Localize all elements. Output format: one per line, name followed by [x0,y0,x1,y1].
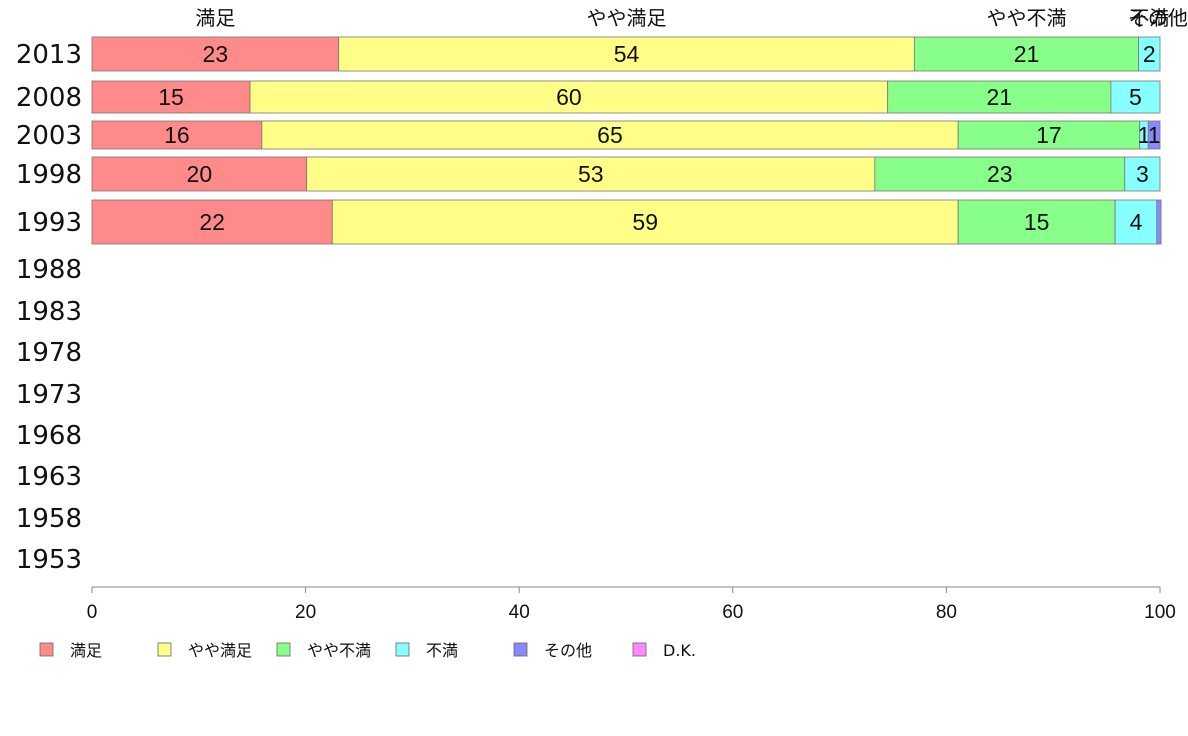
bar-value-label: 59 [632,209,658,235]
legend-label: やや不満 [307,641,371,660]
legend-label: 不満 [426,641,458,660]
bar-value-label: 1 [1138,122,1151,148]
bar-segment [957,120,1141,150]
year-label-2008: 2008 [16,83,82,113]
year-label-2003: 2003 [16,121,82,151]
bar-segment [1114,199,1158,245]
bar-segment [338,36,915,72]
bar-segment [91,156,308,192]
column-label: その他 [1128,6,1188,30]
bar-value-label: 16 [164,122,190,148]
legend-swatch [395,642,410,657]
year-label-1973: 1973 [16,380,82,410]
bar-value-label: 54 [614,41,640,67]
bar-value-label: 21 [986,84,1012,110]
legend-label: 満足 [70,641,102,660]
legend-swatch [513,642,528,657]
bar-value-label: 1 [1148,122,1161,148]
bar-segment [887,80,1112,114]
bar-value-label: 15 [158,84,184,110]
bar-value-label: 65 [597,122,623,148]
bar-value-label: 23 [203,41,229,67]
year-label-1963: 1963 [16,462,82,492]
bar-segment [261,120,959,150]
x-tick-label: 20 [295,602,316,623]
column-label: 満足 [195,6,235,30]
year-label-1983: 1983 [16,297,82,327]
bar-value-label: 15 [1024,209,1050,235]
bar-value-label: 5 [1129,84,1142,110]
bar-segment [91,120,263,150]
bar-value-label: 20 [187,161,213,187]
year-label-1953: 1953 [16,545,82,575]
year-label-1968: 1968 [16,421,82,451]
bar-value-label: 4 [1130,209,1143,235]
legend-label: やや満足 [188,641,252,660]
bar-segment [1147,120,1161,150]
year-label-2013: 2013 [16,40,82,70]
legend-swatch [157,642,172,657]
legend-swatch [632,642,647,657]
bar-value-label: 60 [556,84,582,110]
bar-segment [1124,156,1161,192]
year-label-1998: 1998 [16,160,82,190]
bar-value-label: 21 [1014,41,1040,67]
bar-value-label: 17 [1036,122,1062,148]
column-label: やや不満 [987,6,1067,30]
bar-segment [306,156,876,192]
column-label: 不満 [1129,6,1169,30]
bar-value-label: 2 [1143,41,1156,67]
bar-segment [1110,80,1161,114]
x-tick-label: 40 [509,602,530,623]
bar-segment [91,199,333,245]
bar-value-label: 3 [1136,161,1149,187]
legend-label: D.K. [663,641,696,660]
year-label-1958: 1958 [16,504,82,534]
bar-segment [1138,36,1161,72]
bar-segment [331,199,959,245]
bar-segment [91,80,251,114]
year-label-1993: 1993 [16,208,82,238]
legend-swatch [39,642,54,657]
x-tick-label: 0 [87,602,98,623]
bar-segment [874,156,1126,192]
bar-segment [1156,199,1162,245]
legend-label: その他 [544,641,592,660]
bar-segment [957,199,1116,245]
x-tick-label: 60 [722,602,743,623]
year-label-1988: 1988 [16,255,82,285]
x-tick-label: 100 [1144,602,1176,623]
year-label-1978: 1978 [16,338,82,368]
bar-segment [913,36,1140,72]
bar-value-label: 23 [987,161,1013,187]
bar-segment [249,80,889,114]
bar-value-label: 53 [578,161,604,187]
bar-segment [91,36,340,72]
bar-value-label: 22 [199,209,225,235]
legend-swatch [276,642,291,657]
x-tick-label: 80 [936,602,957,623]
column-label: やや満足 [587,6,667,30]
